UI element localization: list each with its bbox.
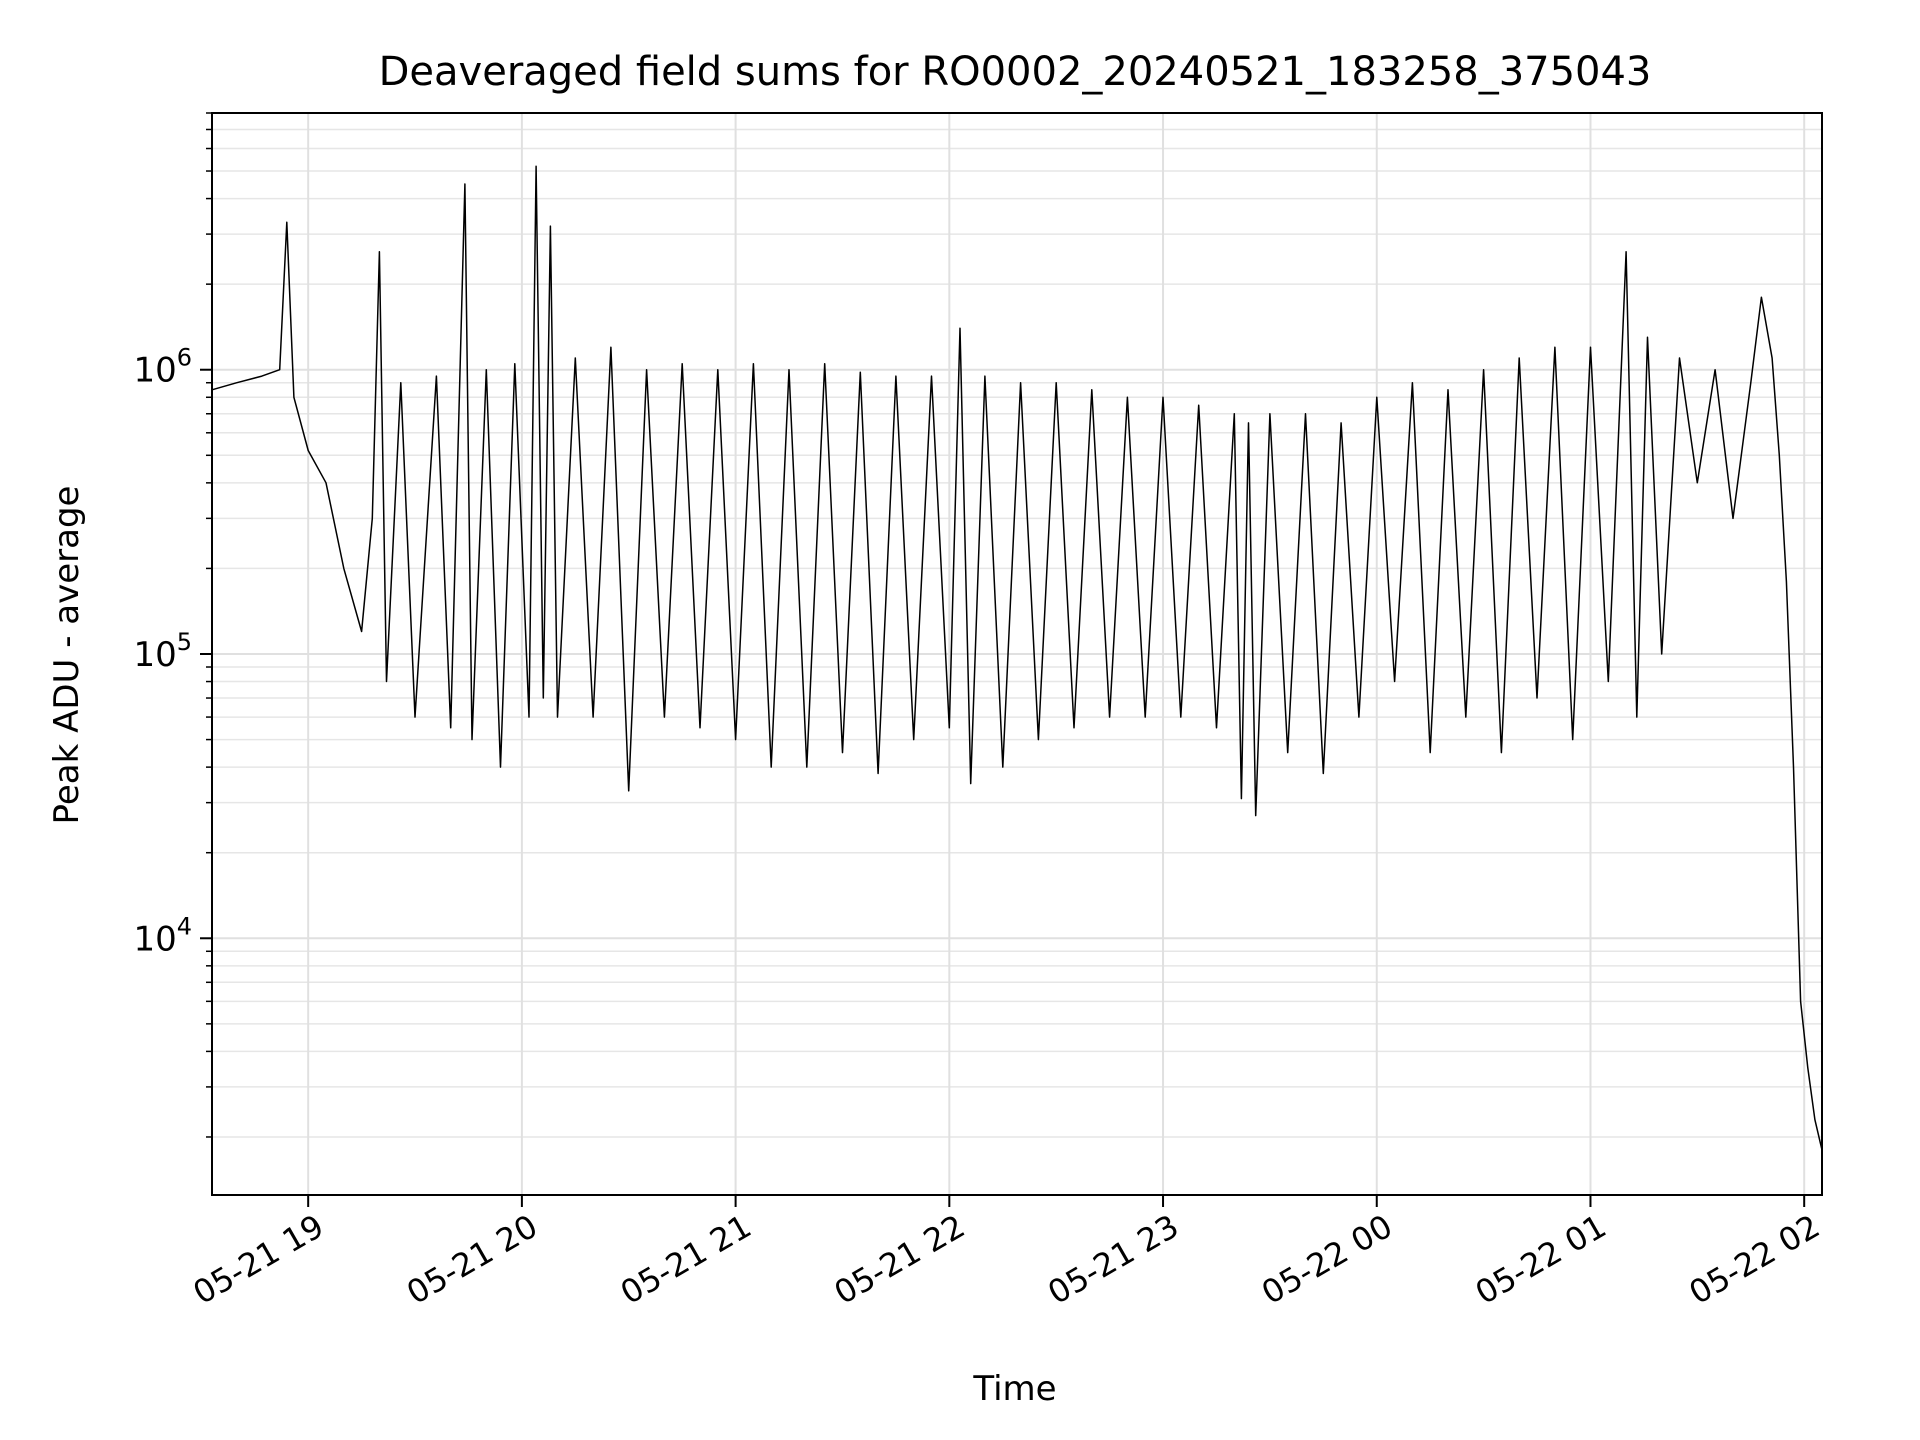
series-layer	[211, 165, 1823, 1151]
y-tick-base: 10	[133, 351, 176, 391]
chart-title: Deaveraged field sums for RO0002_2024052…	[379, 49, 1652, 95]
y-axis-label: Peak ADU - average	[47, 486, 87, 825]
y-tick-exponent: 4	[177, 912, 192, 940]
y-tick-label: 104	[133, 912, 192, 959]
y-tick-exponent: 5	[177, 628, 192, 656]
grid	[212, 112, 1822, 1195]
x-axis-label: Time	[972, 1369, 1056, 1409]
y-tick-label: 105	[133, 628, 192, 675]
y-tick-base: 10	[133, 919, 176, 959]
y-tick-exponent: 6	[177, 344, 192, 372]
y-tick-base: 10	[133, 635, 176, 675]
y-tick-label: 106	[133, 344, 192, 391]
series-line	[211, 165, 1823, 1151]
